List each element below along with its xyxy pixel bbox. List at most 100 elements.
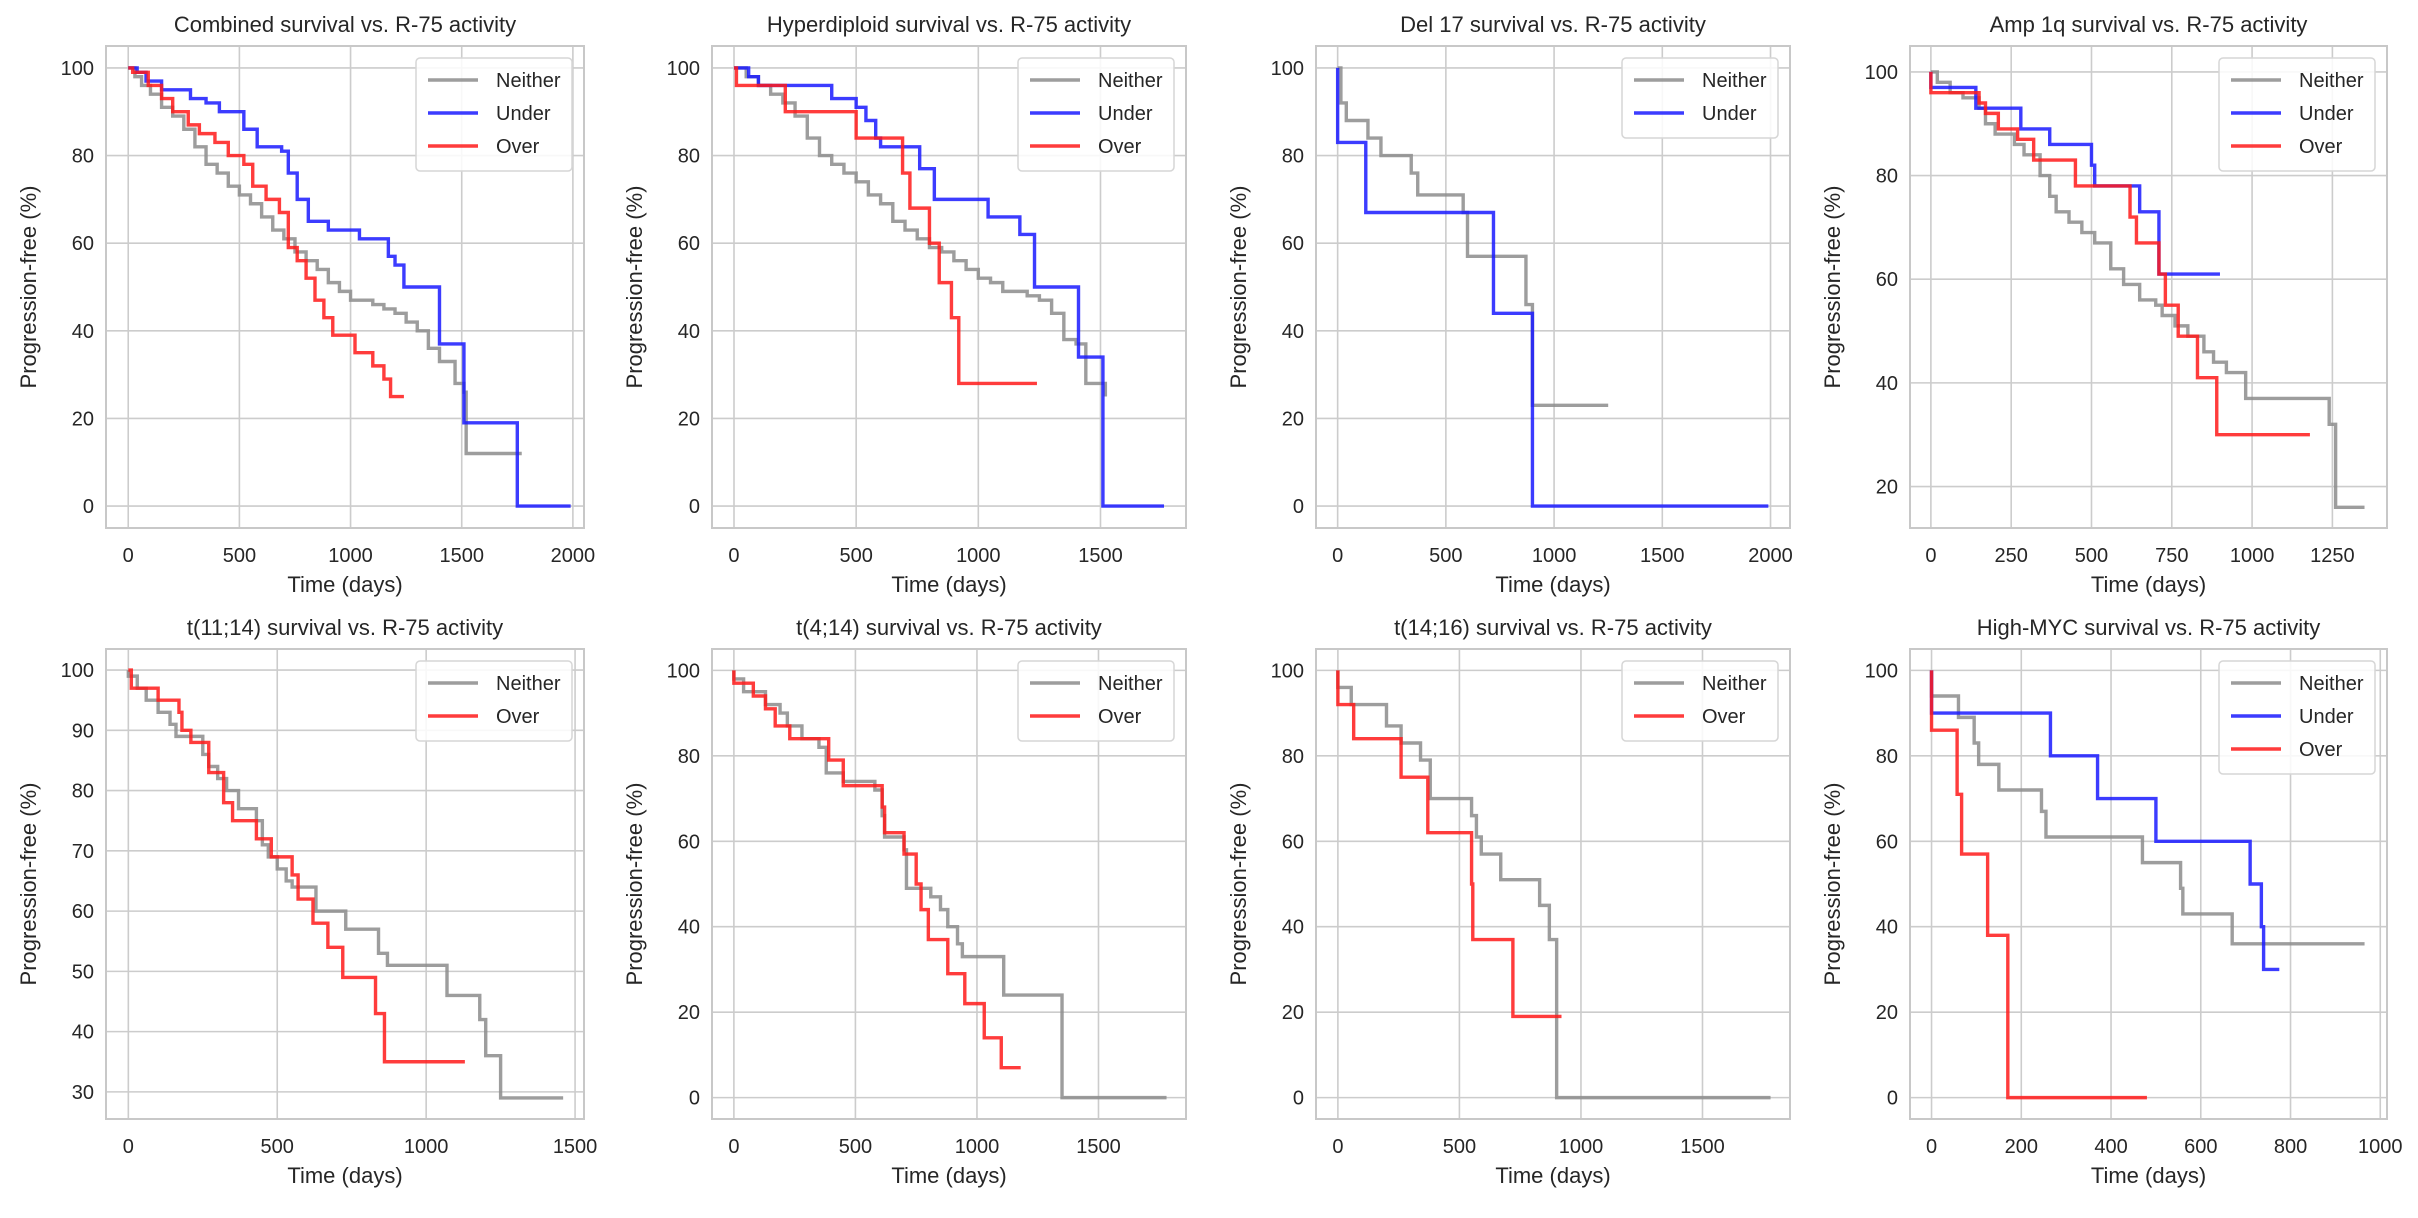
legend-box: [2218, 57, 2376, 172]
subplot-high-myc-survival-vs-r-75-activity: 0 200 400 600 800 1000 0 20 40 60 80 100 High-MYC su…: [1820, 615, 2403, 1188]
axes-frame: [105, 45, 585, 529]
legend: Neither Under Over: [415, 57, 573, 172]
legend-label-neither: Neither: [1702, 70, 1767, 92]
legend-label-under: Under: [2299, 103, 2354, 125]
x-tick-label: 600: [2184, 1136, 2217, 1158]
y-tick-label: 80: [678, 746, 700, 768]
y-tick-label: 80: [1282, 746, 1304, 768]
y-tick-label: 100: [61, 58, 94, 80]
y-axis-label: Progression-free (%): [1820, 186, 1845, 389]
subplot-t-14-16-survival-vs-r-75-activity: 0 500 1000 1500 0 20 40 60 80 100 t(14;16) surviva…: [1226, 615, 1791, 1188]
series-line-neither: [128, 66, 522, 456]
x-tick-label: 1000: [2358, 1136, 2403, 1158]
legend-label-over: Over: [1702, 706, 1746, 728]
series-line-over: [1929, 71, 2310, 437]
y-tick-label: 60: [678, 233, 700, 255]
series-line-neither: [1337, 66, 1609, 408]
y-tick-label: 60: [1876, 269, 1898, 291]
x-tick-label: 500: [223, 545, 256, 567]
x-tick-label: 0: [123, 545, 134, 567]
y-tick-label: 40: [1282, 321, 1304, 343]
x-tick-label: 750: [2155, 545, 2188, 567]
series-line-neither: [733, 66, 1108, 397]
y-tick-label: 20: [1282, 408, 1304, 430]
y-tick-label: 20: [678, 1002, 700, 1024]
series-line-under: [1335, 67, 1769, 508]
legend-label-neither: Neither: [2299, 70, 2364, 92]
y-tick-label: 60: [1282, 831, 1304, 853]
y-tick-label: 20: [1876, 477, 1898, 499]
subplot-t-4-14-survival-vs-r-75-activity: 0 500 1000 1500 0 20 40 60 80 100 t(4;14) survival…: [622, 615, 1187, 1188]
x-axis-label: Time (days): [891, 1163, 1006, 1188]
legend: Neither Under: [1621, 57, 1779, 139]
chart-title: t(11;14) survival vs. R-75 activity: [187, 615, 503, 640]
y-tick-label: 100: [1271, 58, 1304, 80]
y-tick-label: 0: [1293, 496, 1304, 518]
axes-frame: [105, 648, 585, 1120]
series-line-under: [733, 66, 1165, 508]
x-tick-label: 1500: [439, 545, 484, 567]
x-tick-label: 250: [1994, 545, 2027, 567]
legend-label-neither: Neither: [2299, 673, 2364, 695]
legend: Neither Over: [1017, 660, 1175, 742]
y-axis-label: Progression-free (%): [16, 186, 41, 389]
legend: Neither Over: [1621, 660, 1779, 742]
y-tick-label: 40: [1876, 917, 1898, 939]
x-axis-label: Time (days): [1495, 572, 1610, 597]
y-tick-label: 80: [1876, 166, 1898, 188]
y-tick-label: 0: [1293, 1088, 1304, 1110]
y-tick-label: 90: [72, 720, 94, 742]
chart-title: High-MYC survival vs. R-75 activity: [1977, 615, 2321, 640]
series-line-over: [128, 66, 404, 399]
subplot-hyperdiploid-survival-vs-r-75-activity: 0 500 1000 1500 0 20 40 60 80 100 Hyperdiploid sur…: [622, 12, 1187, 597]
legend-box: [2218, 660, 2376, 775]
y-tick-label: 40: [72, 1022, 94, 1044]
legend: Neither Under Over: [2218, 57, 2376, 172]
x-tick-label: 1000: [2230, 545, 2275, 567]
legend-label-over: Over: [496, 136, 540, 158]
legend-label-neither: Neither: [1098, 673, 1163, 695]
y-tick-label: 40: [1282, 917, 1304, 939]
legend-label-neither: Neither: [1702, 673, 1767, 695]
y-tick-label: 80: [678, 146, 700, 168]
x-tick-label: 0: [1332, 1136, 1343, 1158]
y-axis-label: Progression-free (%): [622, 783, 647, 986]
legend-label-under: Under: [2299, 706, 2354, 728]
axes-frame: [1909, 45, 2388, 529]
legend-label-neither: Neither: [496, 673, 561, 695]
x-axis-label: Time (days): [2091, 572, 2206, 597]
x-tick-label: 1000: [1559, 1136, 1604, 1158]
y-tick-label: 60: [678, 831, 700, 853]
x-tick-label: 0: [728, 545, 739, 567]
x-tick-label: 2000: [1748, 545, 1793, 567]
y-tick-label: 40: [72, 321, 94, 343]
series-line-over: [733, 66, 1037, 386]
legend-label-over: Over: [2299, 739, 2343, 761]
series-line-under: [1929, 670, 2280, 972]
y-axis-label: Progression-free (%): [1820, 783, 1845, 986]
x-tick-label: 500: [261, 1136, 294, 1158]
x-tick-label: 500: [1429, 545, 1462, 567]
y-axis-label: Progression-free (%): [16, 783, 41, 986]
y-tick-label: 20: [678, 408, 700, 430]
series-line-over: [128, 668, 465, 1064]
x-axis-label: Time (days): [2091, 1163, 2206, 1188]
axes-frame: [711, 45, 1187, 529]
x-axis-label: Time (days): [287, 1163, 402, 1188]
y-tick-label: 0: [83, 496, 94, 518]
series-line-over: [732, 670, 1021, 1070]
x-tick-label: 1000: [956, 545, 1001, 567]
series-line-neither: [126, 670, 564, 1100]
series-line-under: [1929, 71, 2220, 276]
legend-box: [1017, 57, 1175, 172]
chart-title: t(14;16) survival vs. R-75 activity: [1394, 615, 1712, 640]
y-axis-label: Progression-free (%): [1226, 783, 1251, 986]
y-axis-label: Progression-free (%): [622, 186, 647, 389]
legend-label-over: Over: [496, 706, 540, 728]
axes-frame: [1315, 45, 1791, 529]
legend-box: [1621, 57, 1779, 139]
subplot-del-17-survival-vs-r-75-activity: 0 500 1000 1500 2000 0 20 40 60 80 100 Del 17 survi…: [1226, 12, 1793, 597]
y-tick-label: 60: [72, 233, 94, 255]
legend: Neither Under Over: [1017, 57, 1175, 172]
